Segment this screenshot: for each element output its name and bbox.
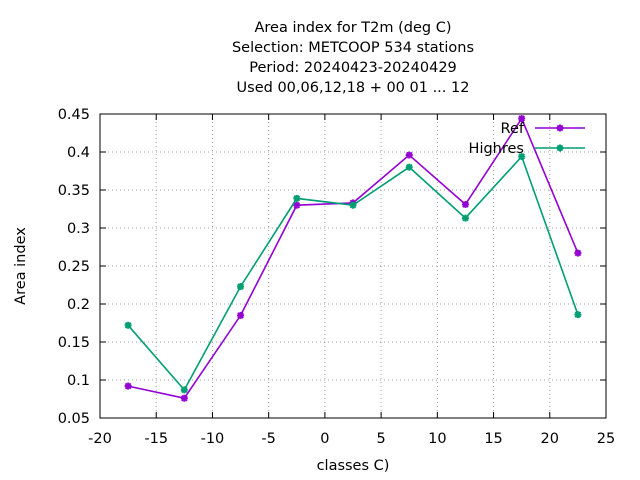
data-point bbox=[237, 311, 245, 319]
y-axis-label: Area index bbox=[13, 227, 29, 305]
title-line: Period: 20240423-20240429 bbox=[249, 60, 457, 76]
data-point-stroke bbox=[237, 312, 244, 319]
data-point-stroke bbox=[405, 151, 413, 159]
x-tick-label: 15 bbox=[484, 431, 502, 447]
data-point-stroke bbox=[556, 124, 564, 132]
data-point-stroke bbox=[462, 214, 469, 222]
title-line: Used 00,06,12,18 + 00 01 ... 12 bbox=[237, 80, 470, 96]
x-tick-label: -10 bbox=[201, 431, 225, 447]
grid bbox=[100, 114, 606, 418]
data-point bbox=[574, 249, 582, 257]
series-highres bbox=[124, 153, 582, 394]
data-point bbox=[124, 321, 132, 329]
x-tick-label: -5 bbox=[261, 431, 275, 447]
data-point bbox=[556, 144, 564, 152]
x-axis-ticks: -20 -15 -10 -5 0 5 10 15 20 25 bbox=[88, 114, 615, 447]
x-tick-label: 0 bbox=[320, 431, 329, 447]
data-point bbox=[556, 124, 564, 132]
data-point-stroke bbox=[293, 195, 301, 202]
data-point bbox=[405, 151, 413, 159]
data-point bbox=[237, 283, 245, 291]
data-point-stroke bbox=[556, 144, 564, 152]
x-tick-label: -15 bbox=[144, 431, 168, 447]
data-point bbox=[461, 200, 469, 208]
data-point bbox=[180, 386, 188, 394]
data-point-stroke bbox=[237, 283, 244, 290]
data-point bbox=[461, 214, 469, 222]
data-point bbox=[349, 201, 357, 209]
data-point bbox=[405, 163, 413, 171]
x-axis-label: classes C) bbox=[317, 458, 390, 474]
y-axis-ticks: 0.05 0.1 0.15 0.2 0.25 0.3 0.35 0.4 0.45 bbox=[58, 107, 606, 427]
y-tick-label: 0.15 bbox=[58, 335, 90, 351]
chart-title: Area index for T2m (deg C) Selection: MET… bbox=[232, 20, 474, 96]
data-point bbox=[293, 194, 301, 202]
y-tick-label: 0.45 bbox=[58, 107, 90, 123]
data-point-stroke bbox=[181, 386, 188, 394]
y-tick-label: 0.4 bbox=[67, 145, 90, 161]
data-point bbox=[574, 311, 582, 319]
data-point-stroke bbox=[518, 153, 525, 160]
y-tick-label: 0.3 bbox=[67, 221, 90, 237]
title-line: Selection: METCOOP 534 stations bbox=[232, 40, 474, 56]
data-point-stroke bbox=[124, 321, 132, 329]
data-point-stroke bbox=[181, 394, 188, 402]
data-point-stroke bbox=[349, 201, 357, 209]
series-line bbox=[127, 155, 579, 392]
y-tick-label: 0.1 bbox=[67, 373, 90, 389]
x-tick-label: 20 bbox=[541, 431, 559, 447]
series-line bbox=[127, 116, 579, 400]
data-point-stroke bbox=[518, 115, 525, 122]
data-point-stroke bbox=[574, 311, 582, 318]
data-point-stroke bbox=[124, 382, 132, 390]
y-tick-label: 0.35 bbox=[58, 183, 90, 199]
legend-label: Ref bbox=[501, 121, 525, 137]
series-ref bbox=[124, 115, 582, 402]
y-tick-label: 0.25 bbox=[58, 259, 90, 275]
data-point-stroke bbox=[293, 201, 301, 209]
y-tick-label: 0.05 bbox=[58, 411, 90, 427]
data-point bbox=[180, 394, 188, 402]
title-line: Area index for T2m (deg C) bbox=[255, 20, 452, 36]
x-tick-label: -20 bbox=[88, 431, 112, 447]
data-point bbox=[518, 153, 526, 161]
data-point bbox=[124, 382, 132, 390]
y-tick-label: 0.2 bbox=[67, 297, 90, 313]
data-point bbox=[518, 115, 526, 123]
data-point-stroke bbox=[405, 163, 413, 171]
x-tick-label: 25 bbox=[597, 431, 615, 447]
data-point bbox=[293, 201, 301, 209]
x-tick-label: 5 bbox=[376, 431, 385, 447]
series bbox=[124, 115, 582, 402]
legend-label: Highres bbox=[469, 141, 524, 157]
legend: Ref Highres bbox=[469, 121, 585, 157]
data-point-stroke bbox=[462, 201, 469, 208]
data-point-stroke bbox=[574, 249, 582, 257]
x-tick-label: 10 bbox=[428, 431, 446, 447]
